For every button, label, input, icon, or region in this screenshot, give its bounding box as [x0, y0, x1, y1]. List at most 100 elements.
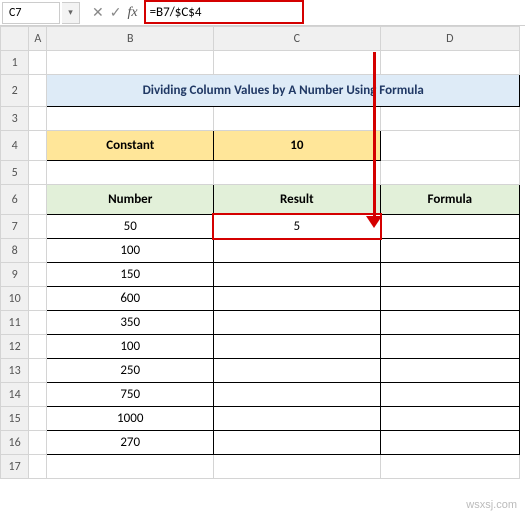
header-number[interactable]: Number — [47, 185, 214, 215]
row-header[interactable]: 4 — [1, 131, 29, 161]
cell-number[interactable]: 100 — [47, 239, 214, 263]
cell[interactable] — [47, 107, 214, 131]
formula-text: =B7/$C$4 — [150, 5, 202, 20]
cell-formula[interactable] — [380, 311, 519, 335]
cell-number[interactable]: 100 — [47, 335, 214, 359]
cell-number[interactable]: 250 — [47, 359, 214, 383]
row-16: 16 270 — [1, 431, 520, 455]
cell[interactable] — [29, 263, 47, 287]
row-header[interactable]: 3 — [1, 107, 29, 131]
formula-bar: C7 ▾ ✕ ✓ fx =B7/$C$4 — [0, 0, 525, 26]
constant-value-cell[interactable]: 10 — [214, 131, 381, 161]
row-header[interactable]: 17 — [1, 455, 29, 479]
spreadsheet-grid[interactable]: A B C D 1 2 Dividing Column Values by A … — [0, 26, 520, 479]
cell[interactable] — [29, 161, 47, 185]
cell-result[interactable] — [214, 359, 381, 383]
cell-result[interactable] — [214, 431, 381, 455]
cell-formula[interactable] — [380, 407, 519, 431]
cell[interactable] — [29, 335, 47, 359]
cell[interactable] — [214, 455, 381, 479]
cell-formula[interactable] — [380, 263, 519, 287]
row-13: 13 250 — [1, 359, 520, 383]
cell-number[interactable]: 150 — [47, 263, 214, 287]
row-header[interactable]: 13 — [1, 359, 29, 383]
title-cell[interactable]: Dividing Column Values by A Number Using… — [47, 75, 520, 107]
cell[interactable] — [214, 161, 381, 185]
cell-number[interactable]: 270 — [47, 431, 214, 455]
cell-number[interactable]: 1000 — [47, 407, 214, 431]
cell-number[interactable]: 750 — [47, 383, 214, 407]
cell-formula[interactable] — [380, 335, 519, 359]
header-formula[interactable]: Formula — [380, 185, 519, 215]
cell-result[interactable] — [214, 311, 381, 335]
row-header[interactable]: 15 — [1, 407, 29, 431]
cell[interactable] — [29, 287, 47, 311]
row-header[interactable]: 5 — [1, 161, 29, 185]
cell[interactable] — [29, 431, 47, 455]
row-header[interactable]: 2 — [1, 75, 29, 107]
cell[interactable] — [47, 455, 214, 479]
cell[interactable] — [380, 455, 519, 479]
header-result[interactable]: Result — [214, 185, 381, 215]
cell-number[interactable]: 600 — [47, 287, 214, 311]
cell-formula[interactable] — [380, 383, 519, 407]
enter-icon[interactable]: ✓ — [110, 4, 122, 21]
cell[interactable] — [380, 107, 519, 131]
cell[interactable] — [29, 311, 47, 335]
fx-icon[interactable]: fx — [127, 5, 137, 21]
cell-formula[interactable] — [380, 215, 519, 239]
row-header[interactable]: 14 — [1, 383, 29, 407]
row-header[interactable]: 1 — [1, 51, 29, 75]
row-header[interactable]: 7 — [1, 215, 29, 239]
cell[interactable] — [29, 75, 47, 107]
row-header[interactable]: 11 — [1, 311, 29, 335]
col-header-C[interactable]: C — [214, 27, 381, 51]
cell-result[interactable] — [214, 335, 381, 359]
row-header[interactable]: 9 — [1, 263, 29, 287]
cell[interactable] — [214, 51, 381, 75]
cell[interactable] — [380, 161, 519, 185]
cell[interactable] — [29, 455, 47, 479]
col-header-B[interactable]: B — [47, 27, 214, 51]
cell[interactable] — [29, 51, 47, 75]
cell-formula[interactable] — [380, 239, 519, 263]
row-header[interactable]: 12 — [1, 335, 29, 359]
col-header-A[interactable]: A — [29, 27, 47, 51]
cell-formula[interactable] — [380, 359, 519, 383]
formula-input[interactable]: =B7/$C$4 — [144, 2, 525, 24]
name-box-dropdown[interactable]: ▾ — [62, 2, 80, 24]
cell[interactable] — [380, 51, 519, 75]
cell-number[interactable]: 50 — [47, 215, 214, 239]
cell-result[interactable] — [214, 383, 381, 407]
cell[interactable] — [29, 185, 47, 215]
cell[interactable] — [47, 51, 214, 75]
cell[interactable] — [29, 359, 47, 383]
cell-result[interactable] — [214, 287, 381, 311]
cell-result[interactable] — [214, 239, 381, 263]
row-header[interactable]: 10 — [1, 287, 29, 311]
cell[interactable] — [29, 407, 47, 431]
cell[interactable] — [29, 107, 47, 131]
constant-label-cell[interactable]: Constant — [47, 131, 214, 161]
cell-result[interactable] — [214, 263, 381, 287]
cancel-icon[interactable]: ✕ — [92, 4, 104, 21]
row-header[interactable]: 6 — [1, 185, 29, 215]
cell[interactable] — [380, 131, 519, 161]
cell[interactable] — [29, 383, 47, 407]
cell-formula[interactable] — [380, 287, 519, 311]
cell-number[interactable]: 350 — [47, 311, 214, 335]
name-box[interactable]: C7 — [2, 2, 60, 24]
cell[interactable] — [47, 161, 214, 185]
cell-result[interactable] — [214, 407, 381, 431]
row-header[interactable]: 16 — [1, 431, 29, 455]
cell-formula[interactable] — [380, 431, 519, 455]
row-15: 15 1000 — [1, 407, 520, 431]
select-all[interactable] — [1, 27, 29, 51]
col-header-D[interactable]: D — [380, 27, 519, 51]
cell[interactable] — [214, 107, 381, 131]
row-header[interactable]: 8 — [1, 239, 29, 263]
cell[interactable] — [29, 131, 47, 161]
cell-result-selected[interactable]: 5 — [214, 215, 381, 239]
cell[interactable] — [29, 215, 47, 239]
cell[interactable] — [29, 239, 47, 263]
